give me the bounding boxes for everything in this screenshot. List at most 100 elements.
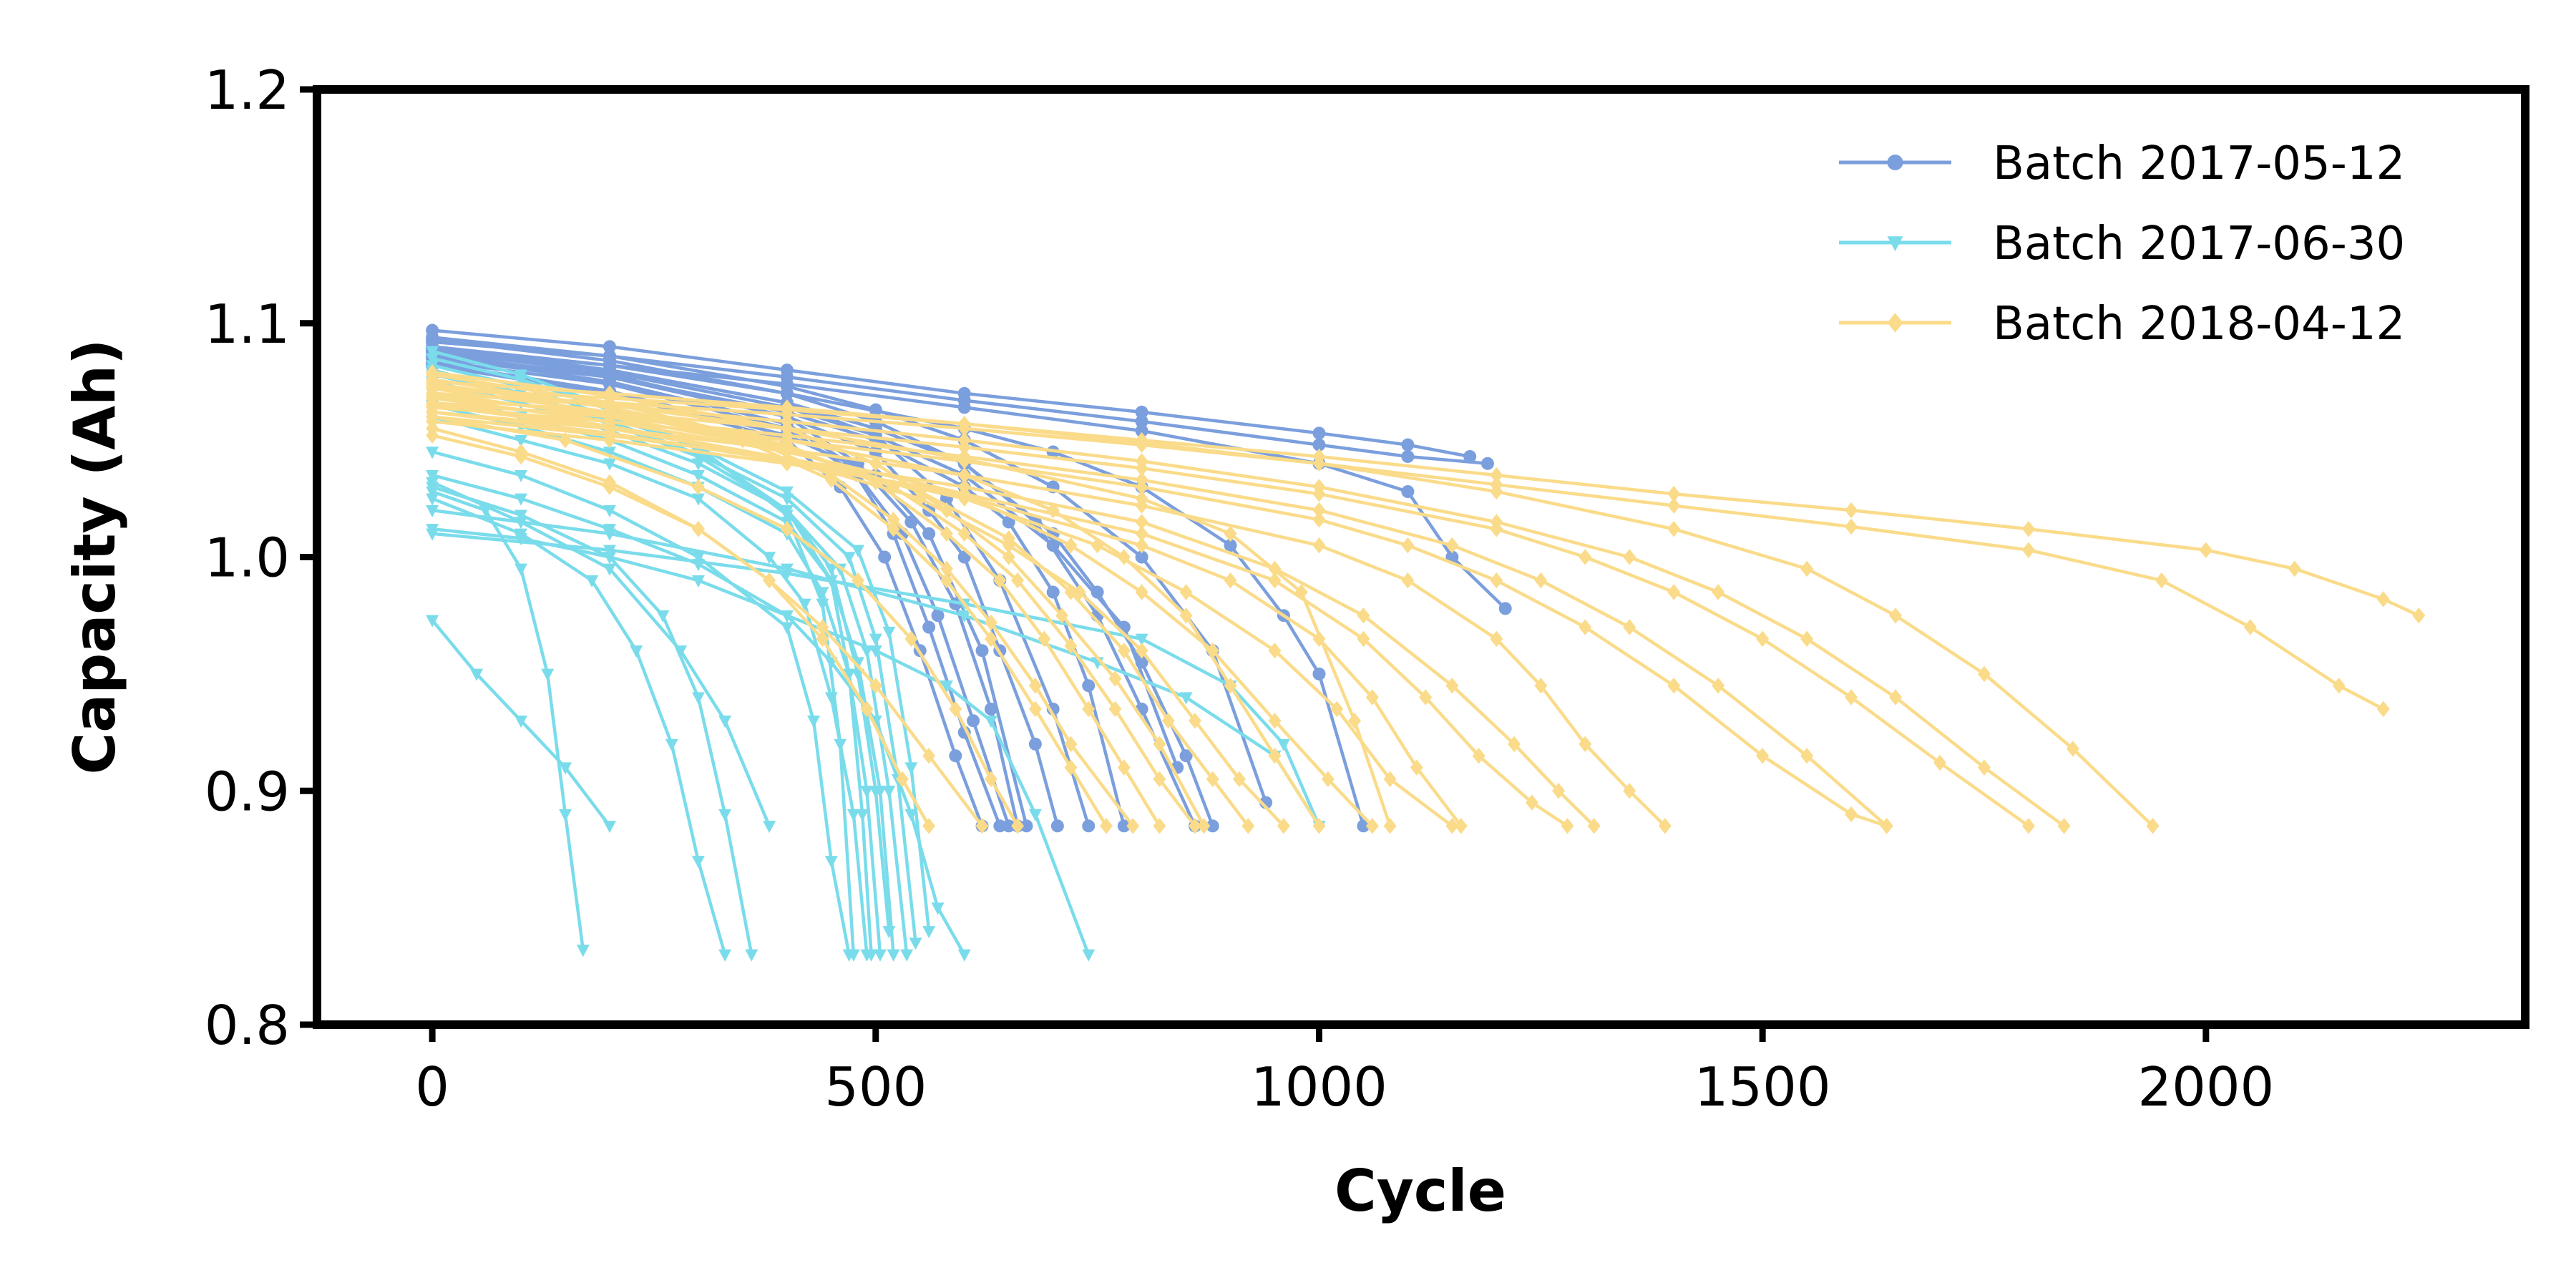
series-2-point <box>909 937 922 950</box>
series-2-point <box>602 821 616 834</box>
series-3-point <box>895 771 909 788</box>
series-3-point <box>940 572 953 589</box>
series-3-point <box>1712 677 1725 694</box>
series-3-point <box>984 630 997 648</box>
series-3-point <box>1845 502 1858 519</box>
series-2-cell-curve <box>426 411 874 962</box>
series-2-cell-curve <box>426 524 1096 962</box>
series-3-point <box>1135 642 1148 659</box>
series-3-point <box>2057 818 2071 834</box>
y-tick-label: 1.2 <box>205 59 290 122</box>
series-3-point <box>426 427 439 444</box>
series-2-point <box>780 622 794 635</box>
series-2-point <box>514 533 528 546</box>
series-3-point <box>1880 818 1893 834</box>
series-3-point <box>1658 818 1672 834</box>
series-3-point <box>2243 619 2257 635</box>
series-3-point <box>1756 747 1770 764</box>
series-3-point <box>780 399 794 416</box>
series-3-point <box>1312 486 1326 502</box>
series-3-point <box>1383 818 1397 834</box>
series-3-point <box>2146 818 2160 834</box>
series-3-point <box>949 701 962 718</box>
series-2-curve-line <box>430 473 966 957</box>
series-3-point <box>940 560 953 577</box>
series-2-cell-curve <box>426 469 971 962</box>
series-2-point <box>900 949 914 962</box>
series-3-point <box>957 486 971 502</box>
series-3-point <box>1188 818 1201 834</box>
series-2-point <box>780 610 794 623</box>
series-2-point <box>847 949 860 962</box>
series-3-point <box>691 521 705 537</box>
series-3-point <box>1064 759 1078 776</box>
series-2-point <box>691 451 705 464</box>
series-3-point <box>1623 619 1636 635</box>
series-3-point <box>957 467 971 484</box>
series-3-point <box>975 818 989 834</box>
series-3-curve-line <box>430 394 1321 828</box>
series-3-point <box>1508 736 1521 753</box>
series-3-cell-curve <box>426 427 989 834</box>
series-3-point <box>1472 747 1485 764</box>
series-2-point <box>834 738 847 751</box>
series-2-point <box>602 458 616 471</box>
series-2-point <box>807 716 821 728</box>
series-3-point <box>887 521 900 537</box>
series-2-point <box>873 949 887 962</box>
series-3-point <box>2155 572 2168 589</box>
series-2-point <box>559 762 572 775</box>
series-3-point <box>2021 542 2035 558</box>
series-3-point <box>1667 584 1681 600</box>
series-2-point <box>847 809 860 821</box>
series-3-point <box>2412 607 2426 624</box>
series-1-point <box>904 515 918 529</box>
series-2-cell-curve <box>426 447 856 962</box>
series-2-point <box>514 434 528 448</box>
series-1-point <box>602 340 616 353</box>
series-3-point <box>1126 818 1140 834</box>
series-2-curve-line <box>430 508 1321 828</box>
series-2-point <box>922 926 936 939</box>
series-3-point <box>1117 759 1131 776</box>
series-3-point <box>957 439 971 456</box>
series-3-point <box>2376 591 2390 608</box>
series-3-cell-curve <box>426 409 1025 834</box>
series-3-point <box>1383 771 1397 788</box>
series-2-point <box>426 469 439 483</box>
series-2-point <box>656 610 670 623</box>
series-3-point <box>2066 741 2079 757</box>
series-1-point <box>949 749 962 763</box>
series-2-point <box>514 493 528 506</box>
legend-label: Batch 2017-05-12 <box>1993 137 2405 190</box>
series-1-point <box>967 714 980 728</box>
series-2-cell-curve <box>426 399 887 962</box>
series-3-point <box>1028 677 1042 694</box>
series-3-point <box>1206 771 1219 788</box>
series-2-point <box>602 563 616 576</box>
series-3-point <box>1268 747 1282 764</box>
series-3-point <box>852 572 865 589</box>
series-1-point <box>922 527 936 540</box>
series-3-point <box>1135 490 1148 507</box>
series-2-point <box>957 949 971 962</box>
series-3-point <box>1135 479 1148 495</box>
series-1-point <box>1117 819 1131 833</box>
series-3-point <box>559 431 572 449</box>
series-3-point <box>1454 818 1468 834</box>
series-3-point <box>1561 818 1574 834</box>
series-3-point <box>1064 736 1078 753</box>
series-1-point <box>984 702 997 716</box>
series-2-point <box>602 528 616 541</box>
series-3-point <box>1534 677 1548 694</box>
series-2-point <box>887 949 900 962</box>
series-3-point <box>1445 537 1459 554</box>
series-3-point <box>1365 818 1379 834</box>
series-3-point <box>1712 584 1725 600</box>
series-1-cell-curve <box>426 323 1477 463</box>
series-3-point <box>1188 712 1201 729</box>
legend-swatch-marker <box>1887 313 1903 333</box>
series-3-point <box>2021 818 2035 834</box>
